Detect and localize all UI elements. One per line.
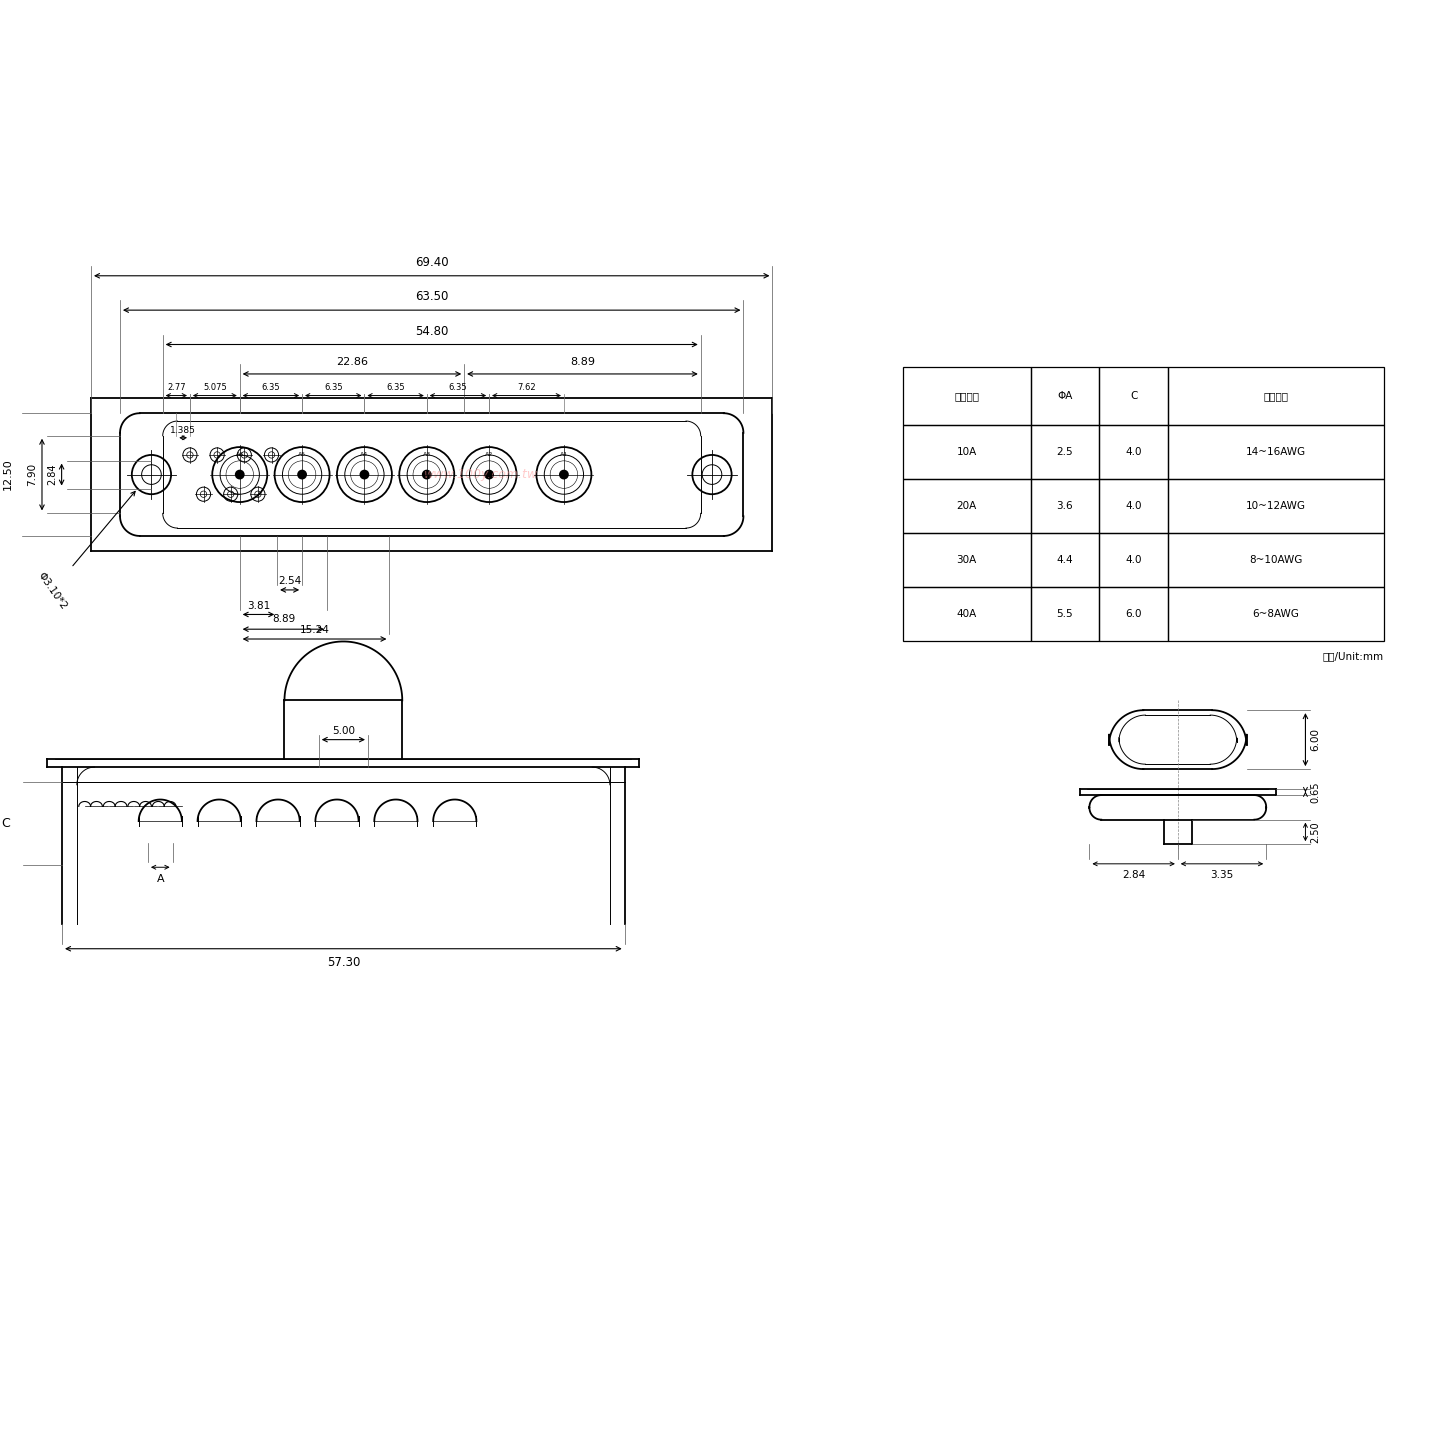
Text: 单位/Unit:mm: 单位/Unit:mm	[1323, 651, 1384, 661]
Bar	[1099, 480, 1168, 533]
Text: A: A	[157, 874, 164, 884]
Bar	[1099, 425, 1168, 480]
Bar	[1031, 367, 1099, 425]
Text: 额定电流: 额定电流	[955, 392, 979, 400]
Text: 22.86: 22.86	[336, 357, 369, 367]
Bar	[1031, 588, 1099, 641]
Text: 2.84: 2.84	[48, 464, 58, 485]
Text: 20A: 20A	[956, 501, 976, 511]
Bar	[1031, 425, 1099, 480]
Text: 10~12AWG: 10~12AWG	[1246, 501, 1306, 511]
Bar	[903, 480, 1031, 533]
Text: 40A: 40A	[956, 609, 976, 619]
Text: 2.84: 2.84	[1122, 870, 1145, 880]
Text: 2.77: 2.77	[167, 383, 186, 392]
Text: 4.4: 4.4	[1057, 556, 1073, 566]
Circle shape	[484, 469, 494, 480]
Circle shape	[422, 469, 432, 480]
Text: 2.50: 2.50	[1310, 821, 1320, 842]
Circle shape	[360, 469, 369, 480]
Text: 5.00: 5.00	[331, 726, 354, 736]
Bar	[1168, 480, 1384, 533]
Text: 7.62: 7.62	[517, 383, 536, 392]
Bar	[1099, 367, 1168, 425]
Text: A1: A1	[560, 452, 567, 456]
Text: 1.385: 1.385	[170, 426, 196, 435]
Text: 3.6: 3.6	[1057, 501, 1073, 511]
Text: 6~8AWG: 6~8AWG	[1253, 609, 1299, 619]
Text: 6.35: 6.35	[324, 383, 343, 392]
Text: 2.5: 2.5	[1057, 448, 1073, 458]
Text: ΦA: ΦA	[1057, 392, 1073, 400]
Text: 0.65: 0.65	[1310, 780, 1320, 802]
Text: C: C	[1130, 392, 1138, 400]
Circle shape	[235, 469, 245, 480]
Text: 3.81: 3.81	[246, 600, 271, 611]
Text: 8.89: 8.89	[570, 357, 595, 367]
Text: 5.5: 5.5	[1057, 609, 1073, 619]
Text: 6.35: 6.35	[386, 383, 405, 392]
Text: 6.35: 6.35	[262, 383, 281, 392]
Text: 2.54: 2.54	[278, 576, 301, 586]
Bar	[1031, 480, 1099, 533]
Text: 69.40: 69.40	[415, 256, 448, 269]
Text: 14~16AWG: 14~16AWG	[1246, 448, 1306, 458]
Text: A4: A4	[360, 452, 369, 456]
Bar	[903, 533, 1031, 588]
Text: 63.50: 63.50	[415, 291, 448, 304]
Bar	[903, 588, 1031, 641]
Text: 4.0: 4.0	[1126, 501, 1142, 511]
Text: 10A: 10A	[956, 448, 976, 458]
Bar	[1031, 533, 1099, 588]
Text: 54.80: 54.80	[415, 324, 448, 337]
Bar	[1168, 367, 1384, 425]
Text: 30A: 30A	[956, 556, 976, 566]
Bar	[1168, 425, 1384, 480]
Text: 57.30: 57.30	[327, 956, 360, 969]
Text: 12.50: 12.50	[3, 459, 13, 491]
Bar	[1168, 588, 1384, 641]
Text: 6.00: 6.00	[1310, 729, 1320, 752]
Text: A2: A2	[485, 452, 494, 456]
Text: A3: A3	[423, 452, 431, 456]
Text: 线材规格: 线材规格	[1263, 392, 1289, 400]
Text: 7.90: 7.90	[27, 464, 37, 487]
Bar	[903, 425, 1031, 480]
Text: 6.35: 6.35	[449, 383, 467, 392]
Circle shape	[297, 469, 307, 480]
Text: C: C	[1, 816, 10, 829]
Text: 8.89: 8.89	[272, 615, 295, 625]
Text: 4.0: 4.0	[1126, 448, 1142, 458]
Text: www.100y.com.tw: www.100y.com.tw	[423, 468, 539, 481]
Text: Φ3.10*2: Φ3.10*2	[36, 491, 135, 612]
Bar	[1099, 533, 1168, 588]
Text: 15.24: 15.24	[300, 625, 330, 635]
Text: 6.0: 6.0	[1126, 609, 1142, 619]
Bar	[1168, 533, 1384, 588]
Text: A5: A5	[298, 452, 307, 456]
Bar	[903, 367, 1031, 425]
Text: 3.35: 3.35	[1211, 870, 1234, 880]
Text: 4.0: 4.0	[1126, 556, 1142, 566]
Text: 8~10AWG: 8~10AWG	[1250, 556, 1303, 566]
Bar	[1099, 588, 1168, 641]
Text: A6: A6	[236, 452, 243, 456]
Text: 5.075: 5.075	[203, 383, 226, 392]
Circle shape	[559, 469, 569, 480]
